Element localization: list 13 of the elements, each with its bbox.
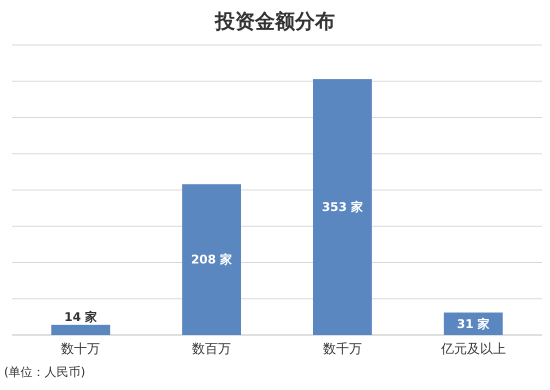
data-label: 208 家 <box>190 252 232 267</box>
x-tick-label: 数十万 <box>61 342 100 357</box>
chart-title: 投资金额分布 <box>214 9 335 33</box>
bar <box>51 324 110 335</box>
data-label: 31 家 <box>456 316 490 331</box>
x-tick-label: 数百万 <box>192 342 232 357</box>
x-tick-label: 数千万 <box>322 342 362 357</box>
bar <box>182 184 242 335</box>
data-label: 14 家 <box>64 310 98 324</box>
data-label: 353 家 <box>322 200 364 214</box>
text: (单位：人民币) <box>4 365 86 379</box>
x-tick-label: 亿元及以上 <box>440 342 506 357</box>
bar <box>312 79 372 335</box>
